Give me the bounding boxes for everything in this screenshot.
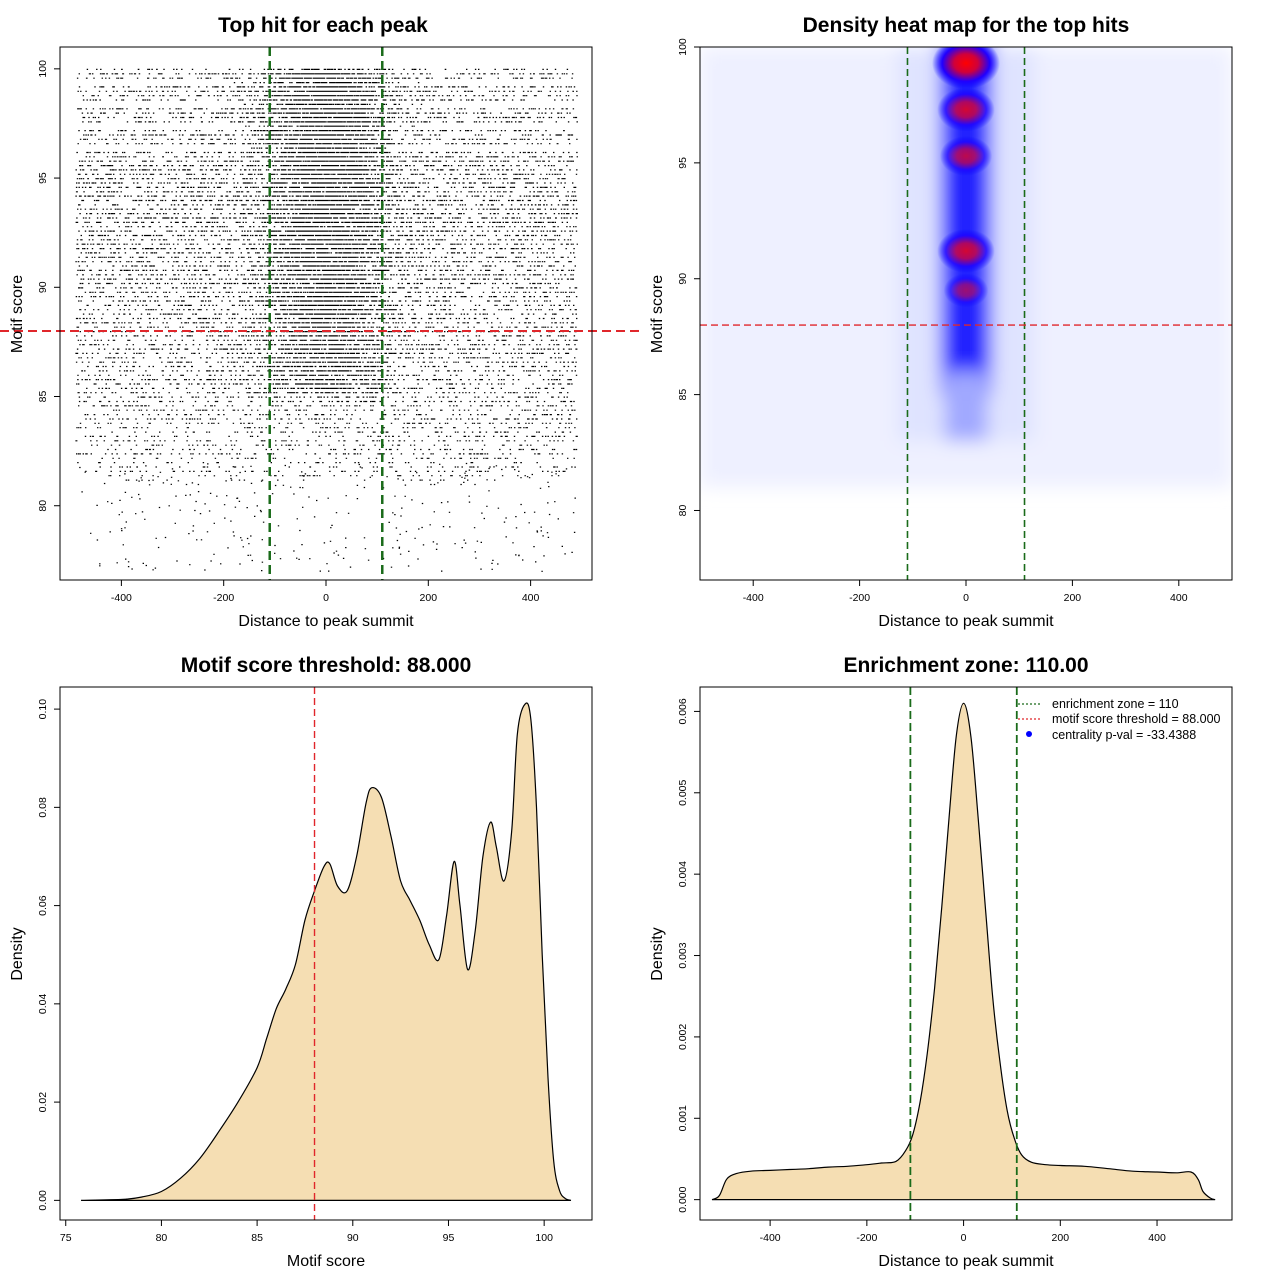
y-tick-label: 80 bbox=[37, 500, 49, 512]
x-tick-label: -400 bbox=[111, 592, 132, 604]
legend-label-centrality: centrality p-val = -33.4388 bbox=[1052, 728, 1196, 742]
y-tick-label: 90 bbox=[677, 273, 689, 285]
hotspot bbox=[939, 135, 993, 176]
y-tick-label: 100 bbox=[37, 60, 49, 78]
y-axis-label: Density bbox=[9, 927, 26, 980]
x-tick-label: 200 bbox=[1052, 1232, 1070, 1244]
x-tick-label: -200 bbox=[856, 1232, 877, 1244]
x-tick-label: -200 bbox=[849, 592, 870, 604]
scatter-points bbox=[75, 68, 579, 572]
y-tick-label: 95 bbox=[677, 157, 689, 169]
y-axis-label: Density bbox=[649, 927, 666, 980]
hotspot bbox=[937, 87, 995, 132]
heatmap-panel: Density heat map for the top hits -400 -2… bbox=[649, 14, 1233, 630]
x-tick-label: 75 bbox=[60, 1232, 72, 1244]
y-tick-label: 0.004 bbox=[677, 861, 689, 887]
y-tick-label: 0.10 bbox=[37, 699, 49, 720]
x-tick-label: 200 bbox=[1064, 592, 1082, 604]
x-tick-label: 0 bbox=[961, 1232, 967, 1244]
legend: enrichment zone = 110 motif score thresh… bbox=[1018, 697, 1221, 742]
chart-title: Motif score threshold: 88.000 bbox=[181, 654, 472, 677]
scatter-panel: Top hit for each peak -400 -200 0 200 400 80 8… bbox=[0, 14, 640, 630]
legend-label-threshold: motif score threshold = 88.000 bbox=[1052, 712, 1221, 726]
axes: 75 80 85 90 95 100 0.00 0.02 0.04 0.06 0.08 0.10 bbox=[37, 699, 553, 1244]
x-tick-label: 0 bbox=[323, 592, 329, 604]
central-column-tail bbox=[944, 371, 988, 441]
x-tick-label: -200 bbox=[213, 592, 234, 604]
reference-lines bbox=[0, 47, 640, 580]
density-curve bbox=[711, 702, 1216, 1201]
y-tick-label: 0.04 bbox=[37, 993, 49, 1014]
distance-density-panel: Enrichment zone: 110.00 -400 -200 0 200 400 0… bbox=[649, 654, 1233, 1270]
y-tick-label: 0.08 bbox=[37, 797, 49, 818]
x-tick-label: 200 bbox=[420, 592, 438, 604]
axes: -400 -200 0 200 400 80 85 90 95 100 bbox=[677, 38, 1188, 604]
y-tick-label: 0.02 bbox=[37, 1092, 49, 1113]
x-tick-label: -400 bbox=[743, 592, 764, 604]
score-density-panel: Motif score threshold: 88.000 75 80 85 90 95… bbox=[9, 654, 593, 1270]
scatter-dots bbox=[75, 68, 579, 572]
y-tick-label: 0.003 bbox=[677, 942, 689, 968]
legend-swatch-centrality bbox=[1026, 731, 1032, 737]
axes: -400 -200 0 200 400 80 85 90 95 100 bbox=[37, 60, 540, 604]
y-tick-label: 100 bbox=[677, 38, 689, 56]
reference-lines bbox=[700, 47, 1232, 580]
y-tick-label: 0.001 bbox=[677, 1105, 689, 1131]
y-tick-label: 85 bbox=[677, 389, 689, 401]
reference-lines bbox=[909, 687, 1018, 1220]
x-axis-label: Distance to peak summit bbox=[878, 613, 1054, 630]
x-tick-label: 400 bbox=[1170, 592, 1188, 604]
heatmap-area bbox=[700, 47, 1232, 488]
hotspot bbox=[932, 47, 1000, 90]
y-tick-label: 80 bbox=[677, 504, 689, 516]
y-tick-label: 95 bbox=[37, 172, 49, 184]
x-tick-label: -400 bbox=[760, 1232, 781, 1244]
axes: -400 -200 0 200 400 0.000 0.001 0.002 0.003 0.004… bbox=[677, 698, 1166, 1244]
y-tick-label: 90 bbox=[37, 281, 49, 293]
x-tick-label: 80 bbox=[156, 1232, 168, 1244]
chart-title: Enrichment zone: 110.00 bbox=[843, 654, 1088, 677]
y-tick-label: 0.002 bbox=[677, 1024, 689, 1050]
y-tick-label: 0.06 bbox=[37, 895, 49, 916]
x-tick-label: 400 bbox=[1148, 1232, 1166, 1244]
x-tick-label: 100 bbox=[535, 1232, 553, 1244]
density-curve bbox=[81, 702, 572, 1201]
y-tick-label: 0.005 bbox=[677, 779, 689, 805]
x-tick-label: 400 bbox=[522, 592, 540, 604]
y-axis-label: Motif score bbox=[9, 275, 26, 353]
y-tick-label: 0.00 bbox=[37, 1190, 49, 1211]
x-axis-label: Distance to peak summit bbox=[238, 613, 414, 630]
y-tick-label: 0.000 bbox=[677, 1186, 689, 1212]
y-tick-label: 0.006 bbox=[677, 698, 689, 724]
y-tick-label: 85 bbox=[37, 391, 49, 403]
y-axis-label: Motif score bbox=[649, 275, 666, 353]
hotspot bbox=[943, 273, 989, 308]
x-tick-label: 90 bbox=[347, 1232, 359, 1244]
chart-title: Density heat map for the top hits bbox=[803, 14, 1130, 37]
x-tick-label: 95 bbox=[443, 1232, 455, 1244]
legend-label-zone: enrichment zone = 110 bbox=[1052, 697, 1179, 711]
x-axis-label: Distance to peak summit bbox=[878, 1253, 1054, 1270]
x-axis-label: Motif score bbox=[287, 1253, 365, 1270]
x-tick-label: 85 bbox=[251, 1232, 263, 1244]
chart-title: Top hit for each peak bbox=[218, 14, 428, 37]
x-tick-label: 0 bbox=[963, 592, 969, 604]
hotspot bbox=[937, 228, 995, 273]
heatmap-hotspots bbox=[932, 47, 1000, 308]
